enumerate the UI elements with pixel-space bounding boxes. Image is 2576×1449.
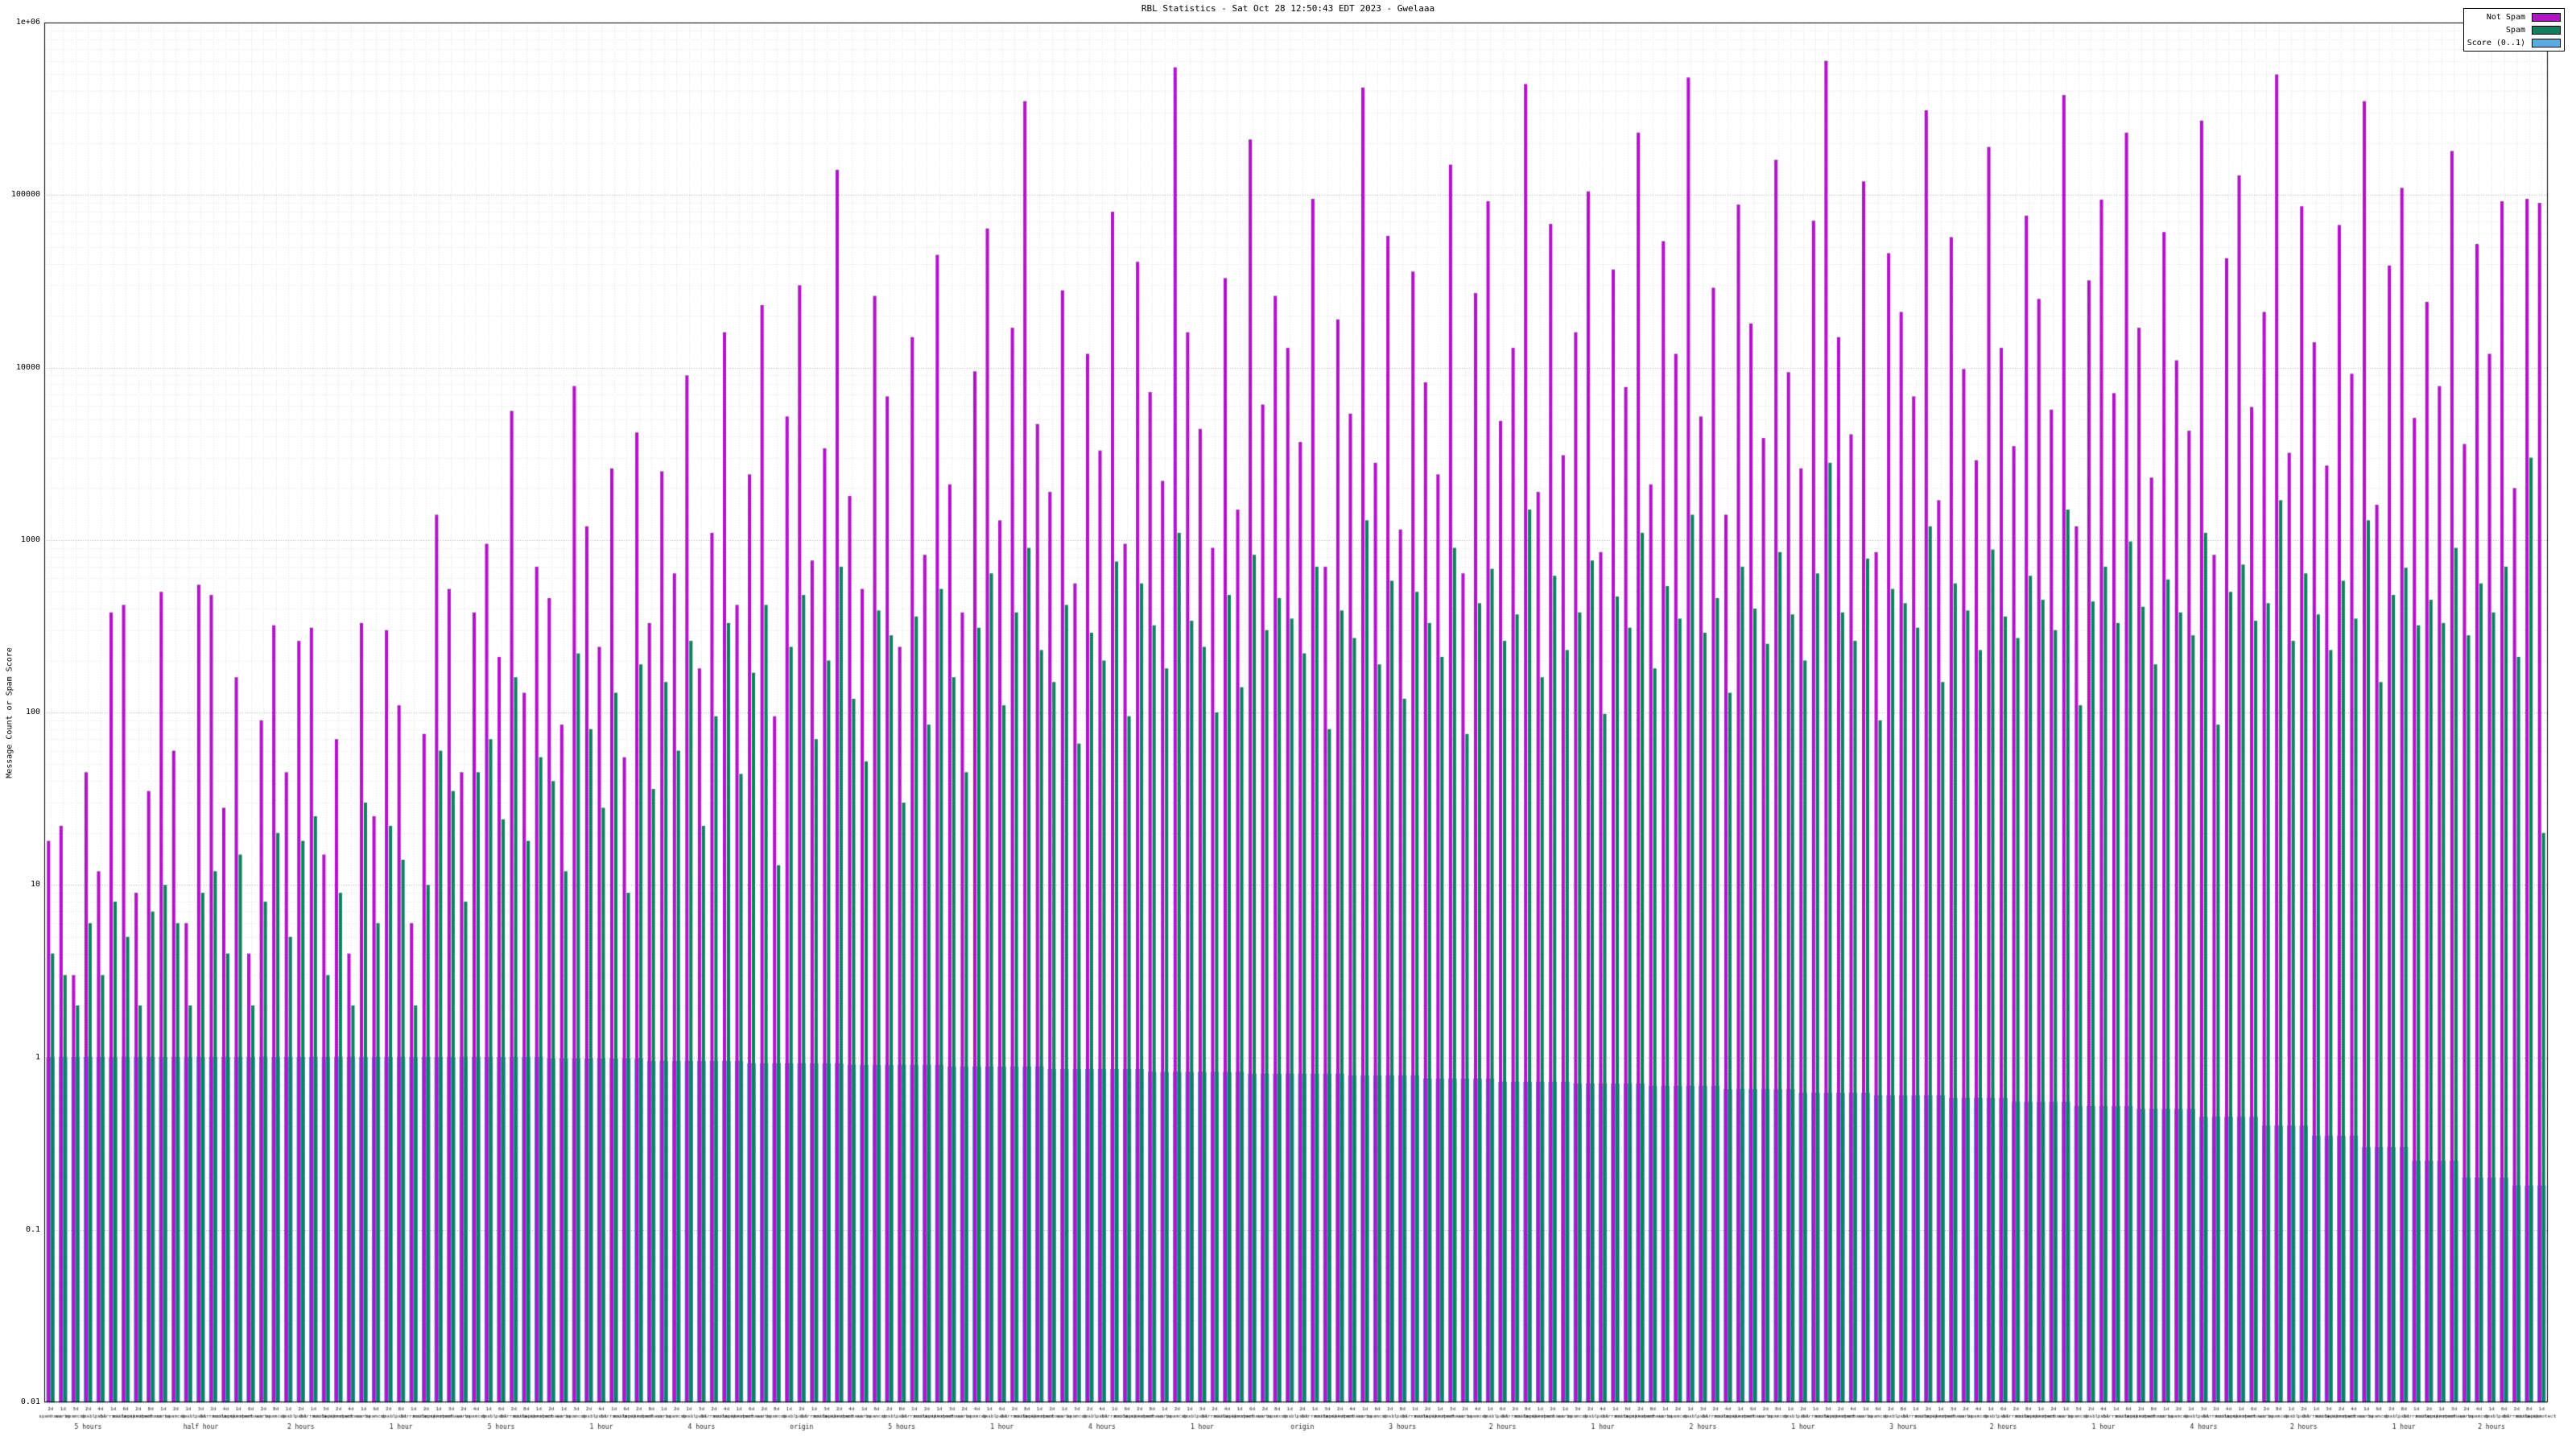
legend-item-spam: Spam — [2467, 23, 2561, 36]
y-tick-label: 0.1 — [25, 1224, 40, 1234]
chart-title: RBL Statistics - Sat Oct 28 12:50:43 EDT… — [1141, 3, 1435, 14]
y-tick-label: 1e+06 — [15, 18, 40, 27]
legend-item-not-spam: Not Spam — [2467, 10, 2561, 23]
legend-swatch-not-spam — [2532, 12, 2561, 22]
legend-swatch-spam — [2532, 25, 2561, 35]
legend-label-spam: Spam — [2505, 25, 2525, 35]
y-tick-label: 100000 — [10, 190, 40, 200]
legend-swatch-score — [2532, 38, 2561, 47]
y-tick-label: 10 — [30, 880, 40, 890]
legend-label-not-spam: Not Spam — [2486, 12, 2525, 22]
y-tick-label: 1000 — [20, 535, 40, 544]
legend-label-score: Score (0..1) — [2467, 38, 2525, 47]
y-tick-label: 1 — [35, 1052, 40, 1062]
y-tick-label: 10000 — [15, 362, 40, 372]
legend-item-score: Score (0..1) — [2467, 36, 2561, 49]
y-tick-label: 100 — [25, 708, 40, 716]
y-tick-label: 0.01 — [20, 1397, 40, 1406]
legend: Not Spam Spam Score (0..1) — [2462, 8, 2565, 52]
